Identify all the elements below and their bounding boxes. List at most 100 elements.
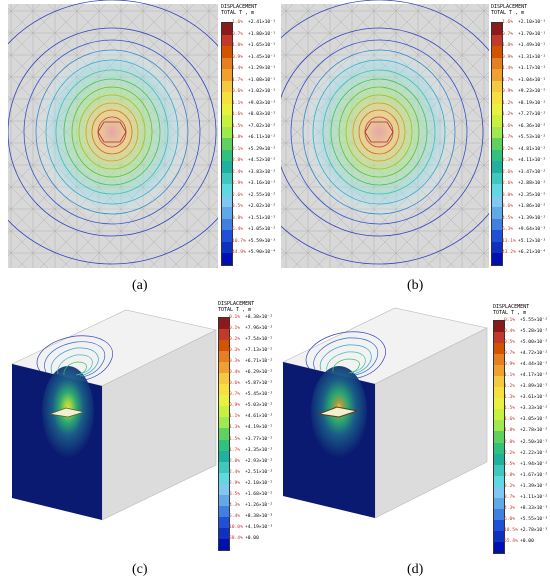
legend-swatch — [219, 450, 229, 462]
legend-swatch — [492, 57, 502, 70]
legend-percent: 3.5% — [232, 204, 244, 210]
legend-swatch — [222, 80, 232, 93]
panel-a: DISPLACEMENT TOTAL T , m 1.6% +2.41×10⁻¹ 0… — [0, 0, 276, 300]
legend-title: DISPLACEMENT — [218, 301, 255, 307]
legend-entry: 4.3% +8.33×10⁻³ — [504, 506, 548, 511]
legend-percent: 2.8% — [504, 472, 516, 478]
legend-swatch — [492, 80, 502, 93]
legend-value: +4.11×10⁻² — [518, 158, 546, 164]
legend-value: +1.70×10⁻¹ — [518, 31, 546, 37]
legend-title: DISPLACEMENT — [491, 4, 528, 10]
legend-entry: 2.9% +3.16×10⁻² — [232, 181, 276, 186]
legend-swatch — [219, 527, 229, 539]
legend-swatch — [492, 23, 502, 35]
legend-entry: 43.2% +6.21×10⁻⁴ — [502, 250, 546, 255]
legend-percent: 55.4% — [504, 538, 518, 544]
legend-value: +2.78×10⁻³ — [520, 527, 548, 533]
legend-value: +3.33×10⁻² — [520, 406, 548, 412]
legend-entry: 3.5% +1.68×10⁻² — [229, 492, 273, 497]
legend-swatch — [219, 373, 229, 385]
legend-value: +3.83×10⁻² — [248, 169, 276, 175]
legend-entry: 2.8% +1.67×10⁻² — [504, 473, 548, 478]
legend-entry: 0.9% +1.45×10⁻¹ — [232, 55, 276, 60]
legend-entry: 5.4% +8.38×10⁻³ — [229, 514, 273, 519]
legend-value: +3.35×10⁻² — [245, 447, 273, 453]
legend-value: +1.68×10⁻² — [245, 491, 273, 497]
legend-swatch — [219, 406, 229, 418]
legend-entry: 10.0% +4.19×10⁻³ — [229, 525, 273, 530]
legend-percent: 2.0% — [504, 439, 516, 445]
legend-value: +3.16×10⁻² — [248, 181, 276, 187]
legend-percent: 3.2% — [504, 483, 516, 489]
legend-value: +7.96×10⁻² — [245, 326, 273, 332]
legend-value: +1.80×10⁻¹ — [248, 31, 276, 37]
legend-value: +1.29×10⁻¹ — [248, 66, 276, 72]
legend-entry: 1.8% +2.78×10⁻² — [504, 428, 548, 433]
legend-d: DISPLACEMENT TOTAL T , m 0.1% +5.55×10⁻² 0… — [493, 304, 550, 554]
legend-value: +4.19×10⁻³ — [245, 524, 273, 530]
legend-percent: 1.2% — [502, 100, 514, 106]
legend-percent: 2.2% — [502, 146, 514, 152]
legend-value: +1.39×10⁻² — [518, 215, 546, 221]
legend-entry: 2.2% +2.22×10⁻² — [504, 451, 548, 456]
legend-entry: 1.3% +4.19×10⁻² — [229, 425, 273, 430]
legend-swatch — [494, 497, 504, 509]
legend-percent: 1.7% — [502, 135, 514, 141]
legend-entry: 0.6% +5.87×10⁻² — [229, 381, 273, 386]
legend-entry: 10.7% +5.59×10⁻³ — [232, 239, 276, 244]
legend-entry: 2.8% +4.52×10⁻² — [232, 158, 276, 163]
legend-swatch — [492, 34, 502, 47]
legend-swatch — [222, 34, 232, 47]
legend-entry: 1.6% +2.10×10⁻¹ — [502, 20, 546, 25]
legend-entry: 0.7% +1.70×10⁻¹ — [502, 32, 546, 37]
legend-value: +9.64×10⁻³ — [518, 227, 546, 233]
legend-percent: 1.1% — [504, 373, 516, 379]
legend-entry: 3.6% +1.86×10⁻² — [502, 204, 546, 209]
legend-entry: 1.6% +6.36×10⁻² — [502, 124, 546, 129]
legend-c: DISPLACEMENT TOTAL T , m 0.1% +8.38×10⁻² 0… — [218, 301, 275, 551]
legend-percent: 2.5% — [504, 461, 516, 467]
legend-value: +6.36×10⁻² — [518, 123, 546, 129]
legend-percent: 0.6% — [229, 381, 241, 387]
legend-swatch — [222, 115, 232, 127]
legend-value: +1.05×10⁻² — [248, 227, 276, 233]
legend-percent: 44.9% — [232, 250, 246, 256]
legend-swatch — [222, 184, 232, 196]
legend-swatch — [219, 384, 229, 396]
legend-entry: 0.1% +5.55×10⁻² — [504, 318, 548, 323]
legend-value: +2.50×10⁻² — [520, 439, 548, 445]
legend-percent: 0.4% — [229, 370, 241, 376]
legend-percent: 0.7% — [232, 31, 244, 37]
legend-swatch — [492, 46, 502, 58]
legend-entry: 1.8% +6.11×10⁻² — [232, 135, 276, 140]
legend-value: +5.03×10⁻² — [245, 403, 273, 409]
legend-value: +2.93×10⁻² — [245, 458, 273, 464]
legend-swatch — [219, 428, 229, 440]
legend-percent: 10.7% — [232, 238, 246, 244]
legend-percent: 4.5% — [502, 215, 514, 221]
legend-percent: 1.0% — [232, 43, 244, 49]
legend-percent: 1.3% — [229, 425, 241, 431]
legend-percent: 0.9% — [229, 403, 241, 409]
legend-percent: 10.5% — [504, 527, 518, 533]
legend-entry: 0.9% +5.03×10⁻² — [229, 403, 273, 408]
legend-entry: 44.9% +5.90×10⁻⁴ — [232, 250, 276, 255]
legend-percent: 1.4% — [232, 66, 244, 72]
legend-entry: 2.4% +2.51×10⁻² — [229, 470, 273, 475]
legend-entry: 3.5% +2.02×10⁻² — [232, 204, 276, 209]
legend-subtitle: TOTAL T , m — [221, 10, 255, 16]
legend-title: DISPLACEMENT — [493, 304, 530, 310]
legend-swatch — [494, 343, 504, 355]
legend-percent: 1.8% — [232, 135, 244, 141]
caption-b: (b) — [407, 278, 424, 293]
legend-entry: 13.1% +5.12×10⁻³ — [502, 239, 546, 244]
legend-percent: 1.1% — [229, 414, 241, 420]
legend-percent: 2.6% — [232, 192, 244, 198]
legend-swatch — [219, 461, 229, 473]
legend-entry: 1.7% +3.35×10⁻² — [229, 448, 273, 453]
legend-value: +3.89×10⁻² — [520, 384, 548, 390]
legend-entry: 3.2% +1.39×10⁻² — [504, 484, 548, 489]
legend-entry: 2.0% +2.50×10⁻² — [504, 440, 548, 445]
legend-swatch — [222, 218, 232, 231]
legend-value: +3.77×10⁻² — [245, 436, 273, 442]
